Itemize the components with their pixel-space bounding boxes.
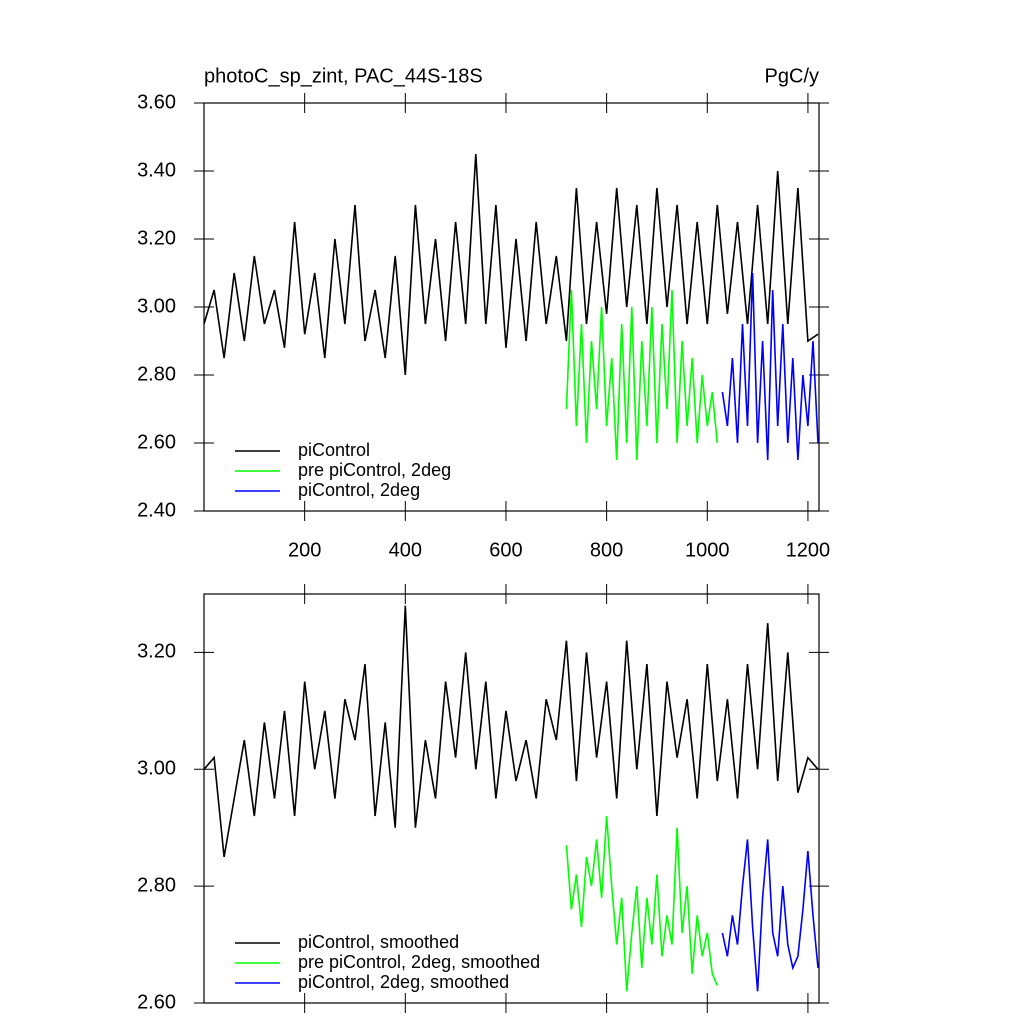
y-tick-label: 2.80	[137, 874, 176, 896]
legend-label: piControl, 2deg	[298, 480, 420, 500]
x-tick-label: 400	[389, 539, 422, 561]
series-line	[203, 153, 819, 376]
y-tick-label: 2.40	[137, 499, 176, 521]
legend-label: pre piControl, 2deg	[298, 460, 451, 480]
x-tick-label: 800	[590, 539, 623, 561]
y-tick-label: 3.20	[137, 641, 176, 663]
y-tick-label: 3.40	[137, 159, 176, 181]
legend-label: piControl, 2deg, smoothed	[298, 972, 509, 992]
x-tick-label: 200	[288, 539, 321, 561]
chart-title: photoC_sp_zint, PAC_44S-18S	[204, 65, 483, 87]
x-tick-label: 600	[489, 539, 522, 561]
x-tick-label: 1000	[685, 539, 730, 561]
legend-label: piControl	[298, 440, 370, 460]
series-line	[721, 272, 819, 461]
y-tick-label: 3.60	[137, 91, 176, 113]
y-tick-label: 3.00	[137, 295, 176, 317]
series-line	[203, 605, 819, 858]
y-tick-label: 2.80	[137, 363, 176, 385]
y-tick-label: 3.00	[137, 758, 176, 780]
legend-label: pre piControl, 2deg, smoothed	[298, 952, 540, 972]
series-line	[565, 289, 719, 461]
y-tick-label: 3.20	[137, 227, 176, 249]
units-label: PgC/y	[765, 65, 819, 87]
y-tick-label: 2.60	[137, 431, 176, 453]
legend-label: piControl, smoothed	[298, 932, 459, 952]
series-line	[721, 839, 819, 992]
plot-frame	[203, 593, 820, 1004]
series-line	[565, 815, 719, 992]
x-tick-label: 1200	[786, 539, 831, 561]
y-tick-label: 2.60	[137, 991, 176, 1013]
